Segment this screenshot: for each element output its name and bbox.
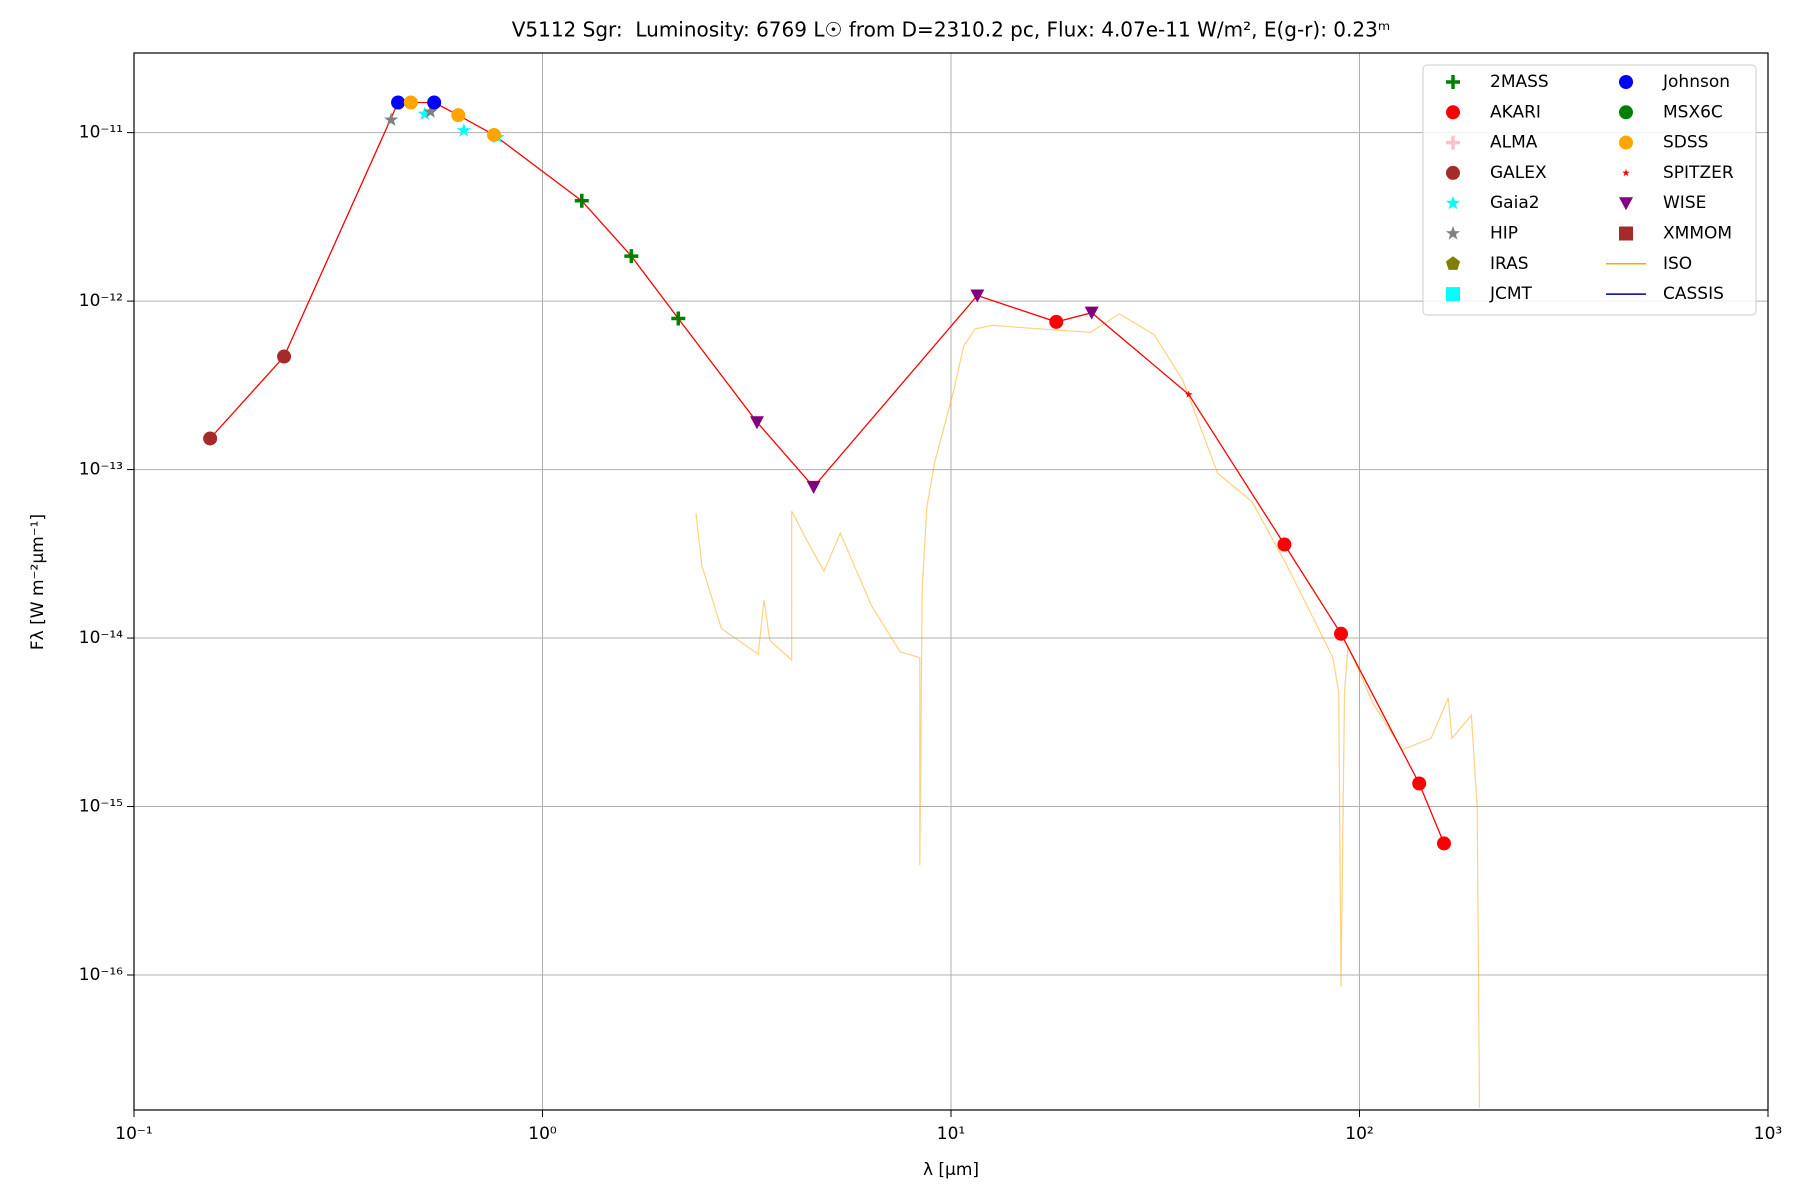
- legend-label: Johnson: [1662, 72, 1730, 92]
- data-point: [203, 431, 218, 446]
- legend-marker: [1445, 256, 1461, 270]
- data-point: [1277, 537, 1292, 552]
- x-tick-label: 10²: [1345, 1124, 1373, 1144]
- data-point: [1084, 306, 1099, 320]
- y-tick-label: 10⁻¹⁵: [79, 797, 123, 817]
- legend-label: 2MASS: [1490, 72, 1549, 92]
- data-point: [384, 112, 399, 126]
- plot-area: [203, 95, 1481, 1108]
- legend-label: HIP: [1490, 224, 1518, 244]
- chart-title: V5112 Sgr: Luminosity: 6769 L☉ from D=23…: [512, 18, 1391, 42]
- y-tick-label: 10⁻¹¹: [79, 123, 123, 143]
- legend-label: XMMOM: [1663, 224, 1732, 244]
- x-axis-label: λ [μm]: [923, 1160, 979, 1180]
- legend-marker: [1619, 135, 1633, 150]
- data-point: [574, 193, 589, 208]
- data-point: [403, 95, 418, 110]
- y-tick-label: 10⁻¹⁴: [79, 628, 123, 648]
- legend-marker: [1446, 75, 1460, 89]
- legend-label: MSX6C: [1663, 102, 1723, 122]
- legend-label: GALEX: [1490, 163, 1547, 183]
- x-tick-label: 10⁻¹: [115, 1124, 152, 1144]
- legend-label: SDSS: [1663, 133, 1708, 153]
- legend-marker: [1619, 105, 1633, 120]
- data-point: [1436, 836, 1451, 851]
- data-point: [417, 106, 432, 121]
- legend-marker: [1446, 105, 1460, 120]
- data-point: [487, 127, 502, 142]
- data-point: [423, 104, 438, 118]
- legend-marker: [1445, 226, 1461, 240]
- y-axis-label: Fλ [W m⁻²μm⁻¹]: [28, 514, 48, 650]
- data-point: [456, 123, 471, 137]
- legend-marker: [1619, 197, 1633, 211]
- legend-marker: [1619, 75, 1633, 89]
- legend: 2MASS AKARI ALMA GALEX Gaia2 HIP IRAS JCMT Johns…: [1422, 64, 1757, 316]
- legend-box: [1422, 64, 1757, 316]
- data-point: [451, 108, 466, 123]
- data-point: [970, 289, 985, 303]
- data-point: [1049, 314, 1064, 329]
- legend-label: ALMA: [1490, 133, 1538, 153]
- data-point: [277, 349, 292, 364]
- legend-label: AKARI: [1490, 102, 1541, 122]
- x-tick-label: 10⁰: [528, 1124, 557, 1144]
- legend-label: JCMT: [1489, 284, 1533, 304]
- legend-label: SPITZER: [1663, 163, 1734, 183]
- legend-marker: [1446, 287, 1460, 302]
- data-point: [624, 249, 639, 264]
- y-tick-label: 10⁻¹²: [79, 291, 123, 311]
- legend-label: WISE: [1663, 193, 1706, 213]
- data-point: [749, 416, 764, 430]
- data-point: [806, 480, 821, 494]
- legend-marker: [1446, 135, 1460, 150]
- y-tick-label: 10⁻¹³: [79, 460, 123, 480]
- x-tick-label: 10³: [1754, 1124, 1782, 1144]
- legend-marker: [1619, 226, 1633, 241]
- legend-marker: [1445, 195, 1461, 210]
- legend-label: Gaia2: [1490, 193, 1540, 213]
- data-point: [1334, 626, 1349, 641]
- legend-label: CASSIS: [1663, 284, 1724, 304]
- legend-marker: [1622, 168, 1630, 177]
- x-tick-label: 10¹: [937, 1124, 965, 1144]
- data-point: [671, 311, 686, 326]
- legend-label: ISO: [1663, 254, 1692, 274]
- data-point: [427, 95, 442, 110]
- spectrum-line: [695, 313, 1481, 1108]
- legend-label: IRAS: [1490, 254, 1529, 274]
- y-tick-label: 10⁻¹⁶: [79, 965, 123, 985]
- data-point: [1412, 776, 1427, 791]
- data-point: [391, 95, 406, 110]
- legend-marker: [1446, 165, 1460, 180]
- data-point: [1185, 390, 1193, 398]
